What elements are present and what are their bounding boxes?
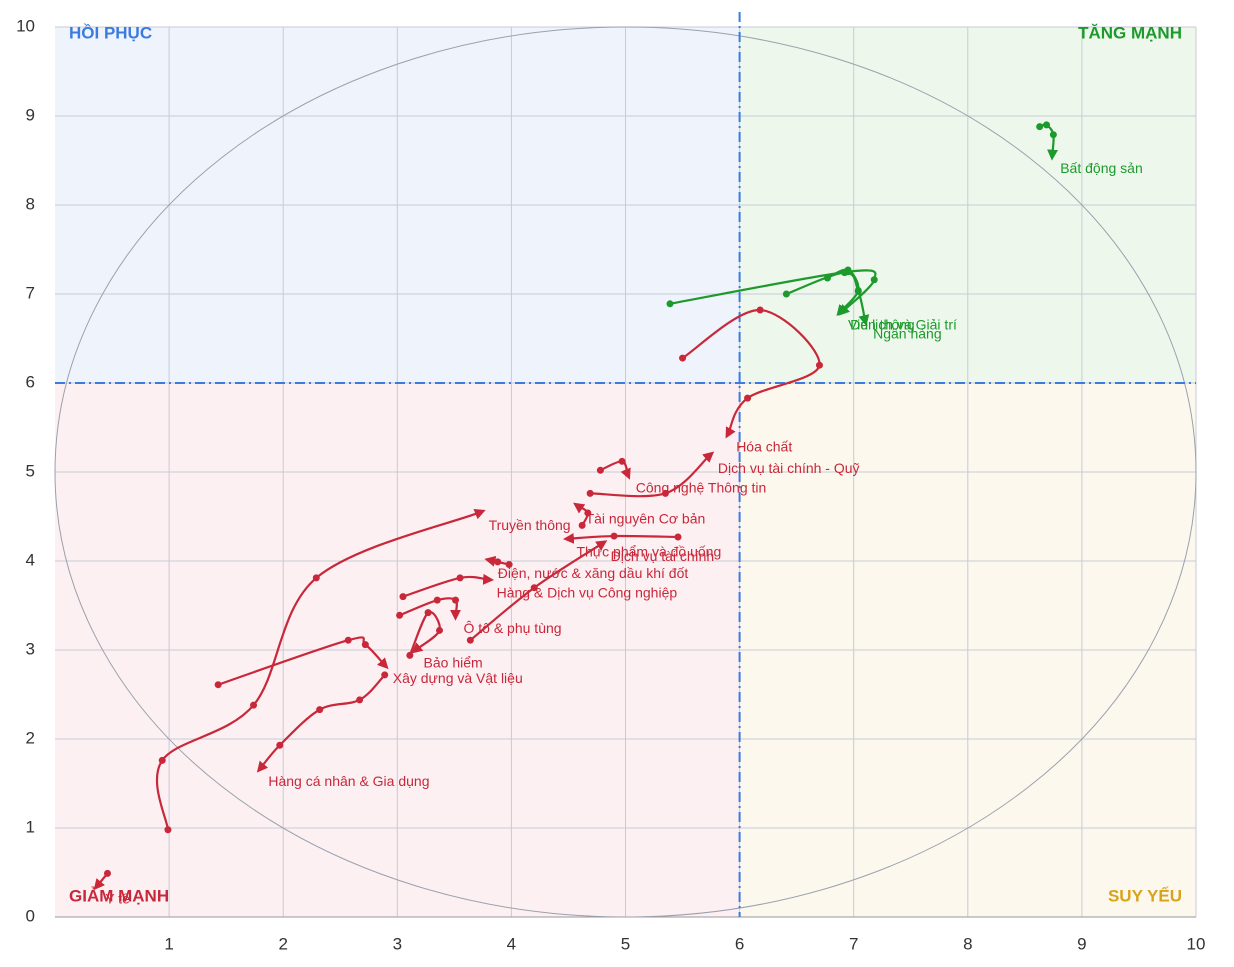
trail-point <box>399 593 407 601</box>
trail-point <box>505 561 513 569</box>
y-tick-label: 9 <box>26 105 35 124</box>
trail-point <box>854 286 862 294</box>
trail-point <box>679 354 687 362</box>
y-tick-label: 10 <box>16 16 35 35</box>
quadrant-label: GIẢM MẠNH <box>69 886 169 905</box>
trail-point <box>406 651 414 659</box>
y-tick-label: 8 <box>26 194 35 213</box>
trail-point <box>466 636 474 644</box>
trail-point <box>451 596 459 604</box>
x-tick-label: 5 <box>621 934 630 953</box>
y-tick-label: 4 <box>26 550 35 569</box>
series-label: Thực phẩm và đồ uống <box>576 543 721 559</box>
series-label: Xây dựng và Vật liệu <box>393 670 523 686</box>
trail-point <box>530 584 538 592</box>
trail-point <box>596 466 604 474</box>
series-label: Ngân hàng <box>873 325 942 341</box>
trail-point <box>584 509 592 517</box>
x-tick-label: 8 <box>963 934 972 953</box>
trail-point <box>436 626 444 634</box>
y-tick-label: 5 <box>26 461 35 480</box>
trail-point <box>610 532 618 540</box>
trail-point <box>381 671 389 679</box>
series-label: Viễn thông <box>848 317 915 333</box>
quadrant-label: HỒI PHỤC <box>69 23 152 42</box>
x-tick-label: 4 <box>507 934 516 953</box>
trail-point <box>316 706 324 714</box>
trail-point <box>164 826 172 834</box>
trail-point <box>782 290 790 298</box>
trail <box>217 636 389 686</box>
trail-point <box>1043 121 1051 129</box>
trail-point <box>674 533 682 541</box>
trail-point <box>666 300 674 308</box>
series-label: Y tế <box>105 891 130 907</box>
y-tick-label: 1 <box>26 817 35 836</box>
x-tick-label: 7 <box>849 934 858 953</box>
series-label: Dịch vụ tài chính <box>611 548 715 564</box>
trail-point <box>103 869 111 877</box>
trail-point <box>844 266 852 274</box>
series-label: Bảo hiểm <box>424 655 483 671</box>
series-label: Bất động sản <box>1060 160 1143 176</box>
trail-point <box>356 696 364 704</box>
series-label: Công nghệ Thông tin <box>636 479 767 495</box>
series-label: Dịch vụ tài chính - Quỹ <box>718 460 860 476</box>
series-label: Hàng cá nhân & Gia dụng <box>268 773 429 789</box>
trail <box>399 597 461 621</box>
trail-point <box>1049 131 1057 139</box>
trail-point <box>158 756 166 764</box>
trail-point <box>433 596 441 604</box>
quadrant-label: SUY YẾU <box>1108 886 1182 905</box>
y-tick-label: 3 <box>26 639 35 658</box>
trail-point <box>1036 123 1044 131</box>
ellipse-guide <box>54 26 1197 918</box>
series-label: Truyền thông <box>489 517 571 533</box>
x-tick-label: 3 <box>393 934 402 953</box>
trail-point <box>424 609 432 617</box>
x-tick-label: 10 <box>1187 934 1206 953</box>
x-tick-label: 9 <box>1077 934 1086 953</box>
series-label: Tài nguyên Cơ bản <box>586 511 706 527</box>
trail-point <box>870 276 878 284</box>
trail-point <box>815 361 823 369</box>
trail-point <box>661 489 669 497</box>
series-label: Du lịch và Giải trí <box>850 317 957 333</box>
y-tick-label: 6 <box>26 372 35 391</box>
series-label: Ô tô & phụ tùng <box>463 620 561 636</box>
trail-point <box>250 701 258 709</box>
x-tick-label: 6 <box>735 934 744 953</box>
series-label: Điện, nước & xăng dầu khí đốt <box>498 565 689 581</box>
trail-point <box>214 681 222 689</box>
trail-point <box>823 274 831 282</box>
trail-point <box>456 574 464 582</box>
trail-point <box>744 394 752 402</box>
series-label: Hóa chất <box>736 438 792 454</box>
quadrant-label: TĂNG MẠNH <box>1078 23 1182 42</box>
trail <box>826 268 860 316</box>
trail-point <box>586 489 594 497</box>
y-tick-label: 7 <box>26 283 35 302</box>
trail-point <box>494 558 502 566</box>
trail-point <box>276 741 284 749</box>
trail-point <box>344 636 352 644</box>
y-tick-label: 0 <box>26 906 35 925</box>
trail-point <box>361 641 369 649</box>
x-tick-label: 1 <box>164 934 173 953</box>
trail <box>669 269 877 316</box>
series-label: Hàng & Dịch vụ Công nghiệp <box>497 584 678 600</box>
trail <box>156 508 486 830</box>
trail <box>408 610 441 656</box>
trail-point <box>396 611 404 619</box>
trail-point <box>618 457 626 465</box>
trail-point <box>756 306 764 314</box>
y-tick-label: 2 <box>26 728 35 747</box>
x-tick-label: 2 <box>278 934 287 953</box>
trail-point <box>578 521 586 529</box>
trail-point <box>312 574 320 582</box>
